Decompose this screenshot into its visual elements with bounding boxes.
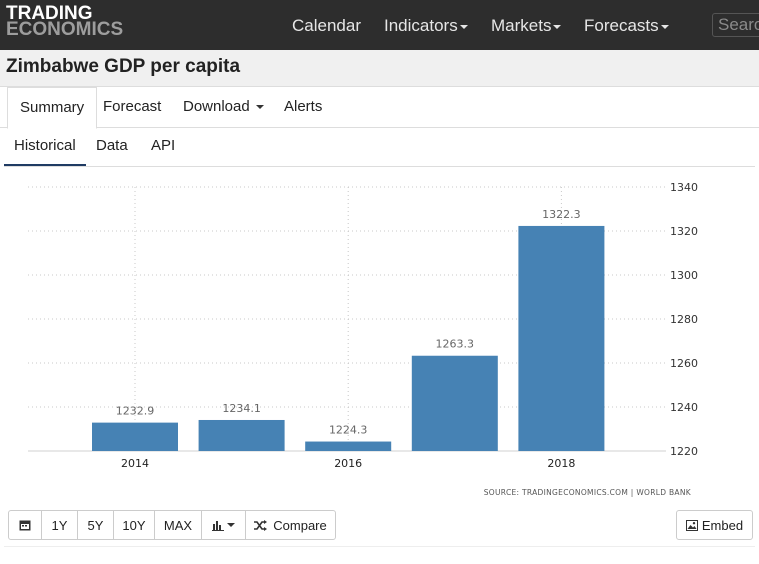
page-title: Zimbabwe GDP per capita xyxy=(6,56,241,77)
range-5y-label: 5Y xyxy=(87,517,104,533)
y-tick-label: 1340 xyxy=(670,181,698,194)
bar xyxy=(198,419,285,451)
bar-value-label: 1263.3 xyxy=(436,338,475,351)
embed-button[interactable]: Embed xyxy=(676,510,753,540)
nav-forecasts-label: Forecasts xyxy=(584,16,659,35)
search-input[interactable] xyxy=(712,13,759,37)
nav-markets-label: Markets xyxy=(491,16,552,35)
y-tick-label: 1300 xyxy=(670,269,698,282)
x-tick-label: 2014 xyxy=(121,457,149,470)
calendar-icon xyxy=(19,520,31,531)
tab-forecast-label: Forecast xyxy=(103,98,162,115)
bar xyxy=(518,225,605,451)
bar-value-label: 1232.9 xyxy=(116,405,155,418)
sub-tabs: Historical Data API xyxy=(4,128,755,167)
caret-down-icon xyxy=(227,523,235,527)
subtab-historical-label: Historical xyxy=(14,137,76,154)
chart-type-button[interactable] xyxy=(201,510,246,540)
nav-indicators[interactable]: Indicators xyxy=(384,16,468,36)
tab-summary-label: Summary xyxy=(20,99,85,116)
image-icon xyxy=(685,519,698,531)
x-tick-label: 2018 xyxy=(547,457,575,470)
site-logo[interactable]: TRADING ECONOMICS xyxy=(6,3,124,40)
tab-alerts[interactable]: Alerts xyxy=(272,87,334,128)
y-tick-label: 1220 xyxy=(670,445,698,458)
bar-value-label: 1234.1 xyxy=(222,402,261,415)
caret-down-icon xyxy=(553,24,562,29)
subtab-data-label: Data xyxy=(96,137,128,154)
nav-calendar[interactable]: Calendar xyxy=(292,16,361,36)
subtab-historical[interactable]: Historical xyxy=(4,128,86,166)
bar xyxy=(92,422,178,451)
chart-toolbar: 1Y 5Y 10Y MAX Compare xyxy=(8,510,336,540)
calendar-button[interactable] xyxy=(8,510,42,540)
y-tick-label: 1280 xyxy=(670,313,698,326)
bar xyxy=(305,441,392,451)
nav-markets[interactable]: Markets xyxy=(491,16,562,36)
tab-alerts-label: Alerts xyxy=(284,98,323,115)
y-tick-label: 1240 xyxy=(670,401,698,414)
chart-container: 1220 1240 1260 1280 1300 1320 1340 1232.9 1234.1… xyxy=(4,167,755,502)
divider xyxy=(4,546,755,547)
tab-download-label: Download xyxy=(183,98,250,115)
range-10y-label: 10Y xyxy=(122,517,146,533)
compare-label: Compare xyxy=(273,517,327,533)
caret-down-icon xyxy=(255,105,264,110)
subtab-data[interactable]: Data xyxy=(86,128,138,166)
caret-down-icon xyxy=(660,24,669,29)
title-bar: Zimbabwe GDP per capita xyxy=(0,50,759,87)
bar-value-label: 1224.3 xyxy=(329,424,368,437)
bar xyxy=(411,355,498,451)
bar-chart-icon xyxy=(212,520,224,531)
chart-source: SOURCE: TRADINGECONOMICS.COM | WORLD BAN… xyxy=(484,488,692,497)
range-max-button[interactable]: MAX xyxy=(154,510,202,540)
range-max-label: MAX xyxy=(163,517,193,533)
subtab-api-label: API xyxy=(151,137,176,154)
tab-summary[interactable]: Summary xyxy=(7,87,98,129)
subtab-api[interactable]: API xyxy=(141,128,185,166)
range-1y-button[interactable]: 1Y xyxy=(41,510,78,540)
top-navbar: TRADING ECONOMICS Calendar Indicators Ma… xyxy=(0,0,759,50)
logo-line-2: ECONOMICS xyxy=(6,19,124,40)
shuffle-icon xyxy=(254,519,268,531)
main-tabs: Summary Forecast Download Alerts xyxy=(0,87,759,129)
range-10y-button[interactable]: 10Y xyxy=(113,510,155,540)
tab-forecast[interactable]: Forecast xyxy=(91,87,173,128)
logo-line-1: TRADING xyxy=(6,3,93,24)
nav-indicators-label: Indicators xyxy=(384,16,458,35)
bar-value-label: 1322.3 xyxy=(542,208,581,221)
tab-download[interactable]: Download xyxy=(171,87,276,128)
compare-button[interactable]: Compare xyxy=(245,510,336,540)
caret-down-icon xyxy=(459,24,468,29)
gdp-bar-chart: 1220 1240 1260 1280 1300 1320 1340 1232.9 1234.1… xyxy=(28,181,698,497)
nav-calendar-label: Calendar xyxy=(292,16,361,35)
y-tick-label: 1320 xyxy=(670,225,698,238)
embed-label: Embed xyxy=(701,517,744,533)
nav-forecasts[interactable]: Forecasts xyxy=(584,16,669,36)
range-5y-button[interactable]: 5Y xyxy=(77,510,114,540)
y-tick-label: 1260 xyxy=(670,357,698,370)
range-1y-label: 1Y xyxy=(51,517,68,533)
x-tick-label: 2016 xyxy=(334,457,362,470)
